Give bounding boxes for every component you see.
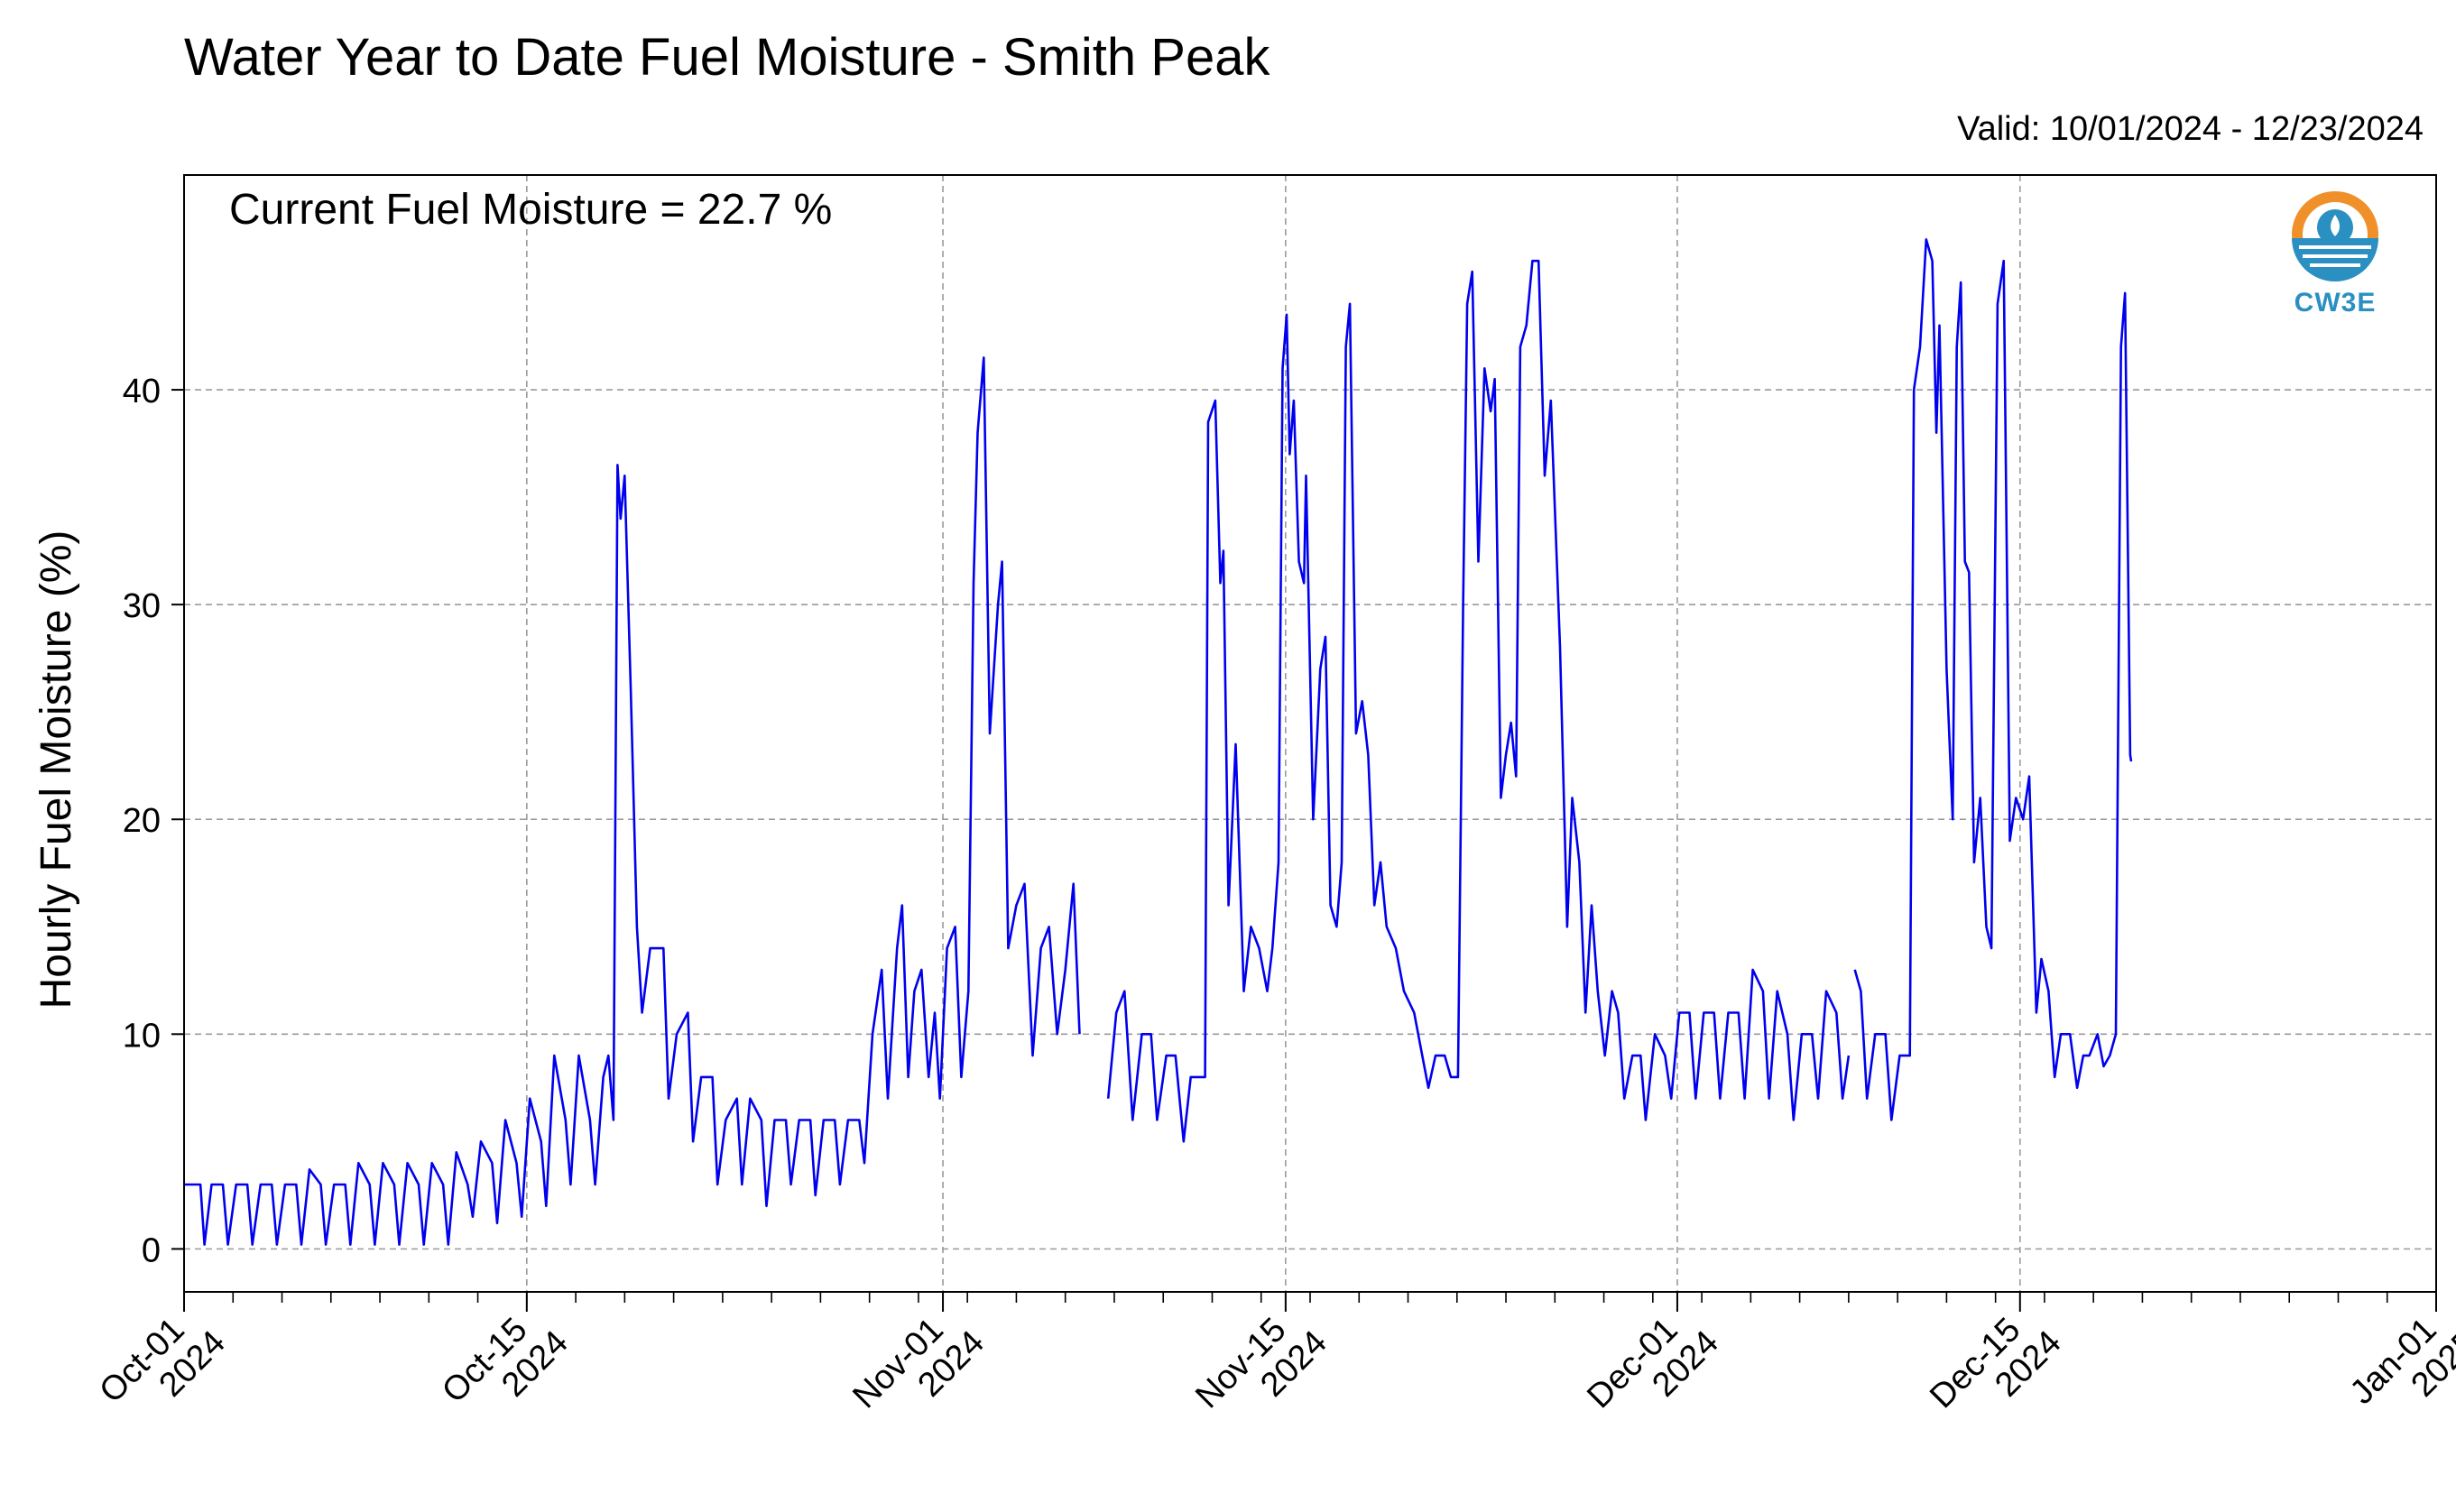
y-axis-label: Hourly Fuel Moisture (%) xyxy=(32,530,80,1010)
cw3e-logo: CW3E xyxy=(2281,188,2389,318)
fuel-moisture-line xyxy=(184,238,2133,1246)
y-tick-label: 0 xyxy=(142,1231,161,1269)
grid-lines xyxy=(183,175,2437,1292)
y-tick-label: 30 xyxy=(123,587,161,625)
chart-title: Water Year to Date Fuel Moisture - Smith… xyxy=(184,28,1270,87)
y-tick-label: 40 xyxy=(123,373,161,410)
valid-date-range: Valid: 10/01/2024 - 12/23/2024 xyxy=(1957,110,2424,148)
y-tick-label: 10 xyxy=(123,1017,161,1055)
y-tick-label: 20 xyxy=(123,802,161,840)
current-fuel-moisture-annotation: Current Fuel Moisture = 22.7 % xyxy=(229,186,832,234)
water-drop-logo-icon xyxy=(2292,191,2378,281)
logo-text: CW3E xyxy=(2294,288,2377,318)
plot-frame xyxy=(183,174,2437,1293)
